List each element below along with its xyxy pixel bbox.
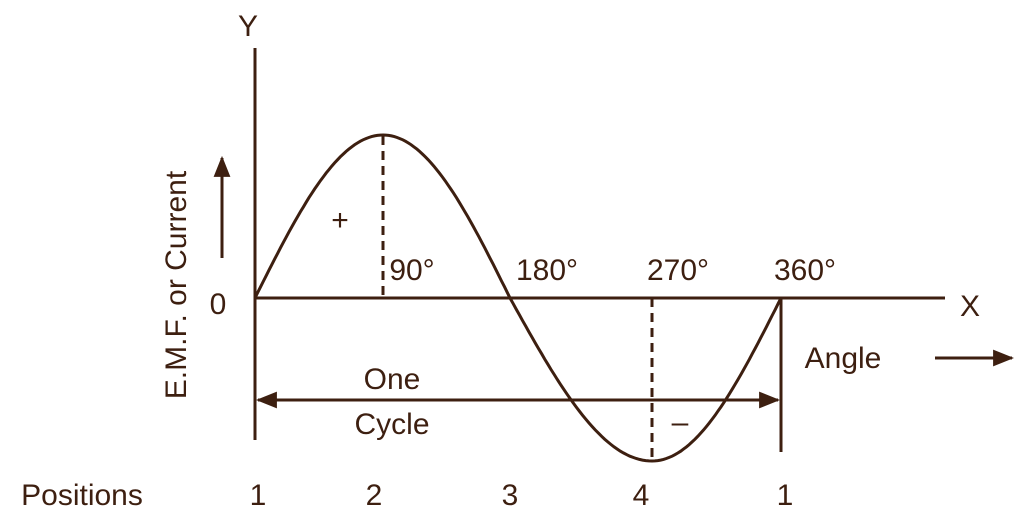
- y-title: E.M.F. or Current: [160, 170, 193, 399]
- positions-label: Positions: [21, 479, 143, 512]
- cycle-text-2: Cycle: [354, 408, 429, 441]
- positive-sign: +: [331, 204, 349, 237]
- angle-90: 90°: [389, 254, 434, 287]
- position: 2: [366, 479, 383, 512]
- angle-360: 360°: [774, 254, 836, 287]
- position: 1: [250, 479, 267, 512]
- x-axis-label: X: [960, 290, 980, 323]
- angle-270: 270°: [647, 254, 709, 287]
- position: 4: [633, 479, 650, 512]
- angle-label: Angle: [805, 342, 882, 375]
- y-axis-label: Y: [238, 10, 258, 43]
- sine-wave: [253, 133, 783, 463]
- angle-180: 180°: [516, 254, 578, 287]
- origin-label: 0: [210, 288, 227, 321]
- cycle-text-1: One: [364, 363, 421, 396]
- position: 1: [777, 479, 794, 512]
- negative-sign: –: [672, 406, 689, 439]
- position: 3: [502, 479, 519, 512]
